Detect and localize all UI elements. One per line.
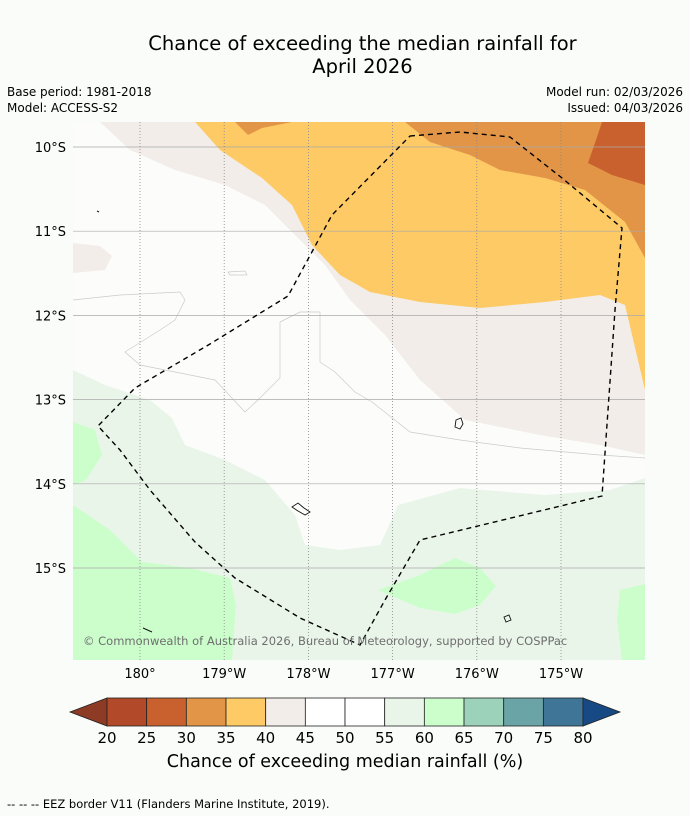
region-60-65-central: [378, 558, 496, 614]
colorbar-tick-label: 60: [415, 729, 434, 747]
model-name: Model: ACCESS-S2: [7, 101, 119, 115]
graticule: [73, 122, 645, 660]
colorbar-tick-label: 80: [573, 729, 592, 747]
island-2: [291, 502, 311, 516]
lat-label: 10°S: [35, 141, 66, 156]
colorbar-under-arrow: [68, 697, 108, 727]
eez-legend: -- -- -- EEZ border V11 (Flanders Marine…: [7, 797, 330, 811]
lon-label: 179°W: [202, 667, 246, 682]
map-figure: © Commonwealth of Australia 2026, Bureau…: [35, 122, 645, 747]
colorbar-tick-label: 50: [335, 729, 354, 747]
eez-border: [97, 131, 623, 646]
colorbar-cell: [463, 697, 505, 727]
colorbar-cell: [225, 697, 267, 727]
colorbar-title: Chance of exceeding median rainfall (%): [166, 752, 524, 772]
colorbar-ticks: 20 25 30 35 40 45 50 55 60 65 70 75 80: [97, 729, 592, 747]
copyright-text: © Commonwealth of Australia 2026, Bureau…: [83, 634, 567, 648]
region-35-40: [195, 122, 645, 390]
island-4: [96, 210, 100, 213]
colorbar-cell: [106, 697, 148, 727]
title-line-2: April 2026: [312, 55, 413, 78]
colorbar-cell: [503, 697, 544, 727]
colorbar-tick-label: 55: [375, 729, 394, 747]
region-60-65-east: [617, 584, 645, 660]
lat-label: 15°S: [35, 562, 66, 577]
colorbar-cell: [304, 697, 346, 727]
lon-label: 175°W: [539, 667, 583, 682]
lat-label: 14°S: [35, 478, 66, 493]
island-5: [142, 627, 153, 633]
region-60-65-southwest: [73, 505, 236, 660]
meta-right: Model run: 02/03/2026 Issued: 04/03/2026: [546, 84, 683, 116]
region-25-30: [588, 122, 645, 185]
region-60-65-west: [73, 422, 102, 485]
colorbar-tick-label: 20: [97, 729, 116, 747]
model-run: Model run: 02/03/2026: [545, 85, 683, 99]
colorbar-cell: [265, 697, 306, 727]
region-30-35: [235, 122, 292, 135]
lat-label: 12°S: [35, 309, 66, 324]
map-area: © Commonwealth of Australia 2026, Bureau…: [73, 122, 645, 660]
colorbar-tick-label: 40: [256, 729, 275, 747]
colorbar-tick-label: 30: [177, 729, 196, 747]
colorbar-tick-label: 70: [494, 729, 513, 747]
region-45-50-small: [73, 243, 112, 273]
island-3: [503, 614, 512, 623]
lat-label: 13°S: [35, 394, 66, 409]
latitude-labels: 10°S 11°S 12°S 13°S 14°S 15°S: [35, 141, 66, 577]
contour-line-2: [227, 270, 248, 276]
chart-title: Chance of exceeding the median rainfall …: [0, 32, 690, 78]
longitude-labels: 180° 179°W 178°W 177°W 176°W 175°W: [124, 667, 583, 682]
colorbar-tick-label: 65: [454, 729, 473, 747]
region-30-35-east: [405, 122, 645, 258]
colorbar-cell: [423, 697, 465, 727]
colorbar: 20 25 30 35 40 45 50 55 60 65 70 75 80: [68, 697, 622, 747]
contour-line-1: [73, 291, 645, 459]
island-1: [454, 417, 464, 430]
issued-date: Issued: 04/03/2026: [567, 101, 683, 115]
colorbar-over-arrow: [582, 697, 622, 727]
colorbar-cells: [106, 697, 584, 727]
colorbar-tick-label: 25: [137, 729, 156, 747]
colorbar-tick-label: 75: [534, 729, 553, 747]
lon-label: 177°W: [371, 667, 415, 682]
lat-label: 11°S: [35, 225, 66, 240]
lon-label: 176°W: [455, 667, 499, 682]
colorbar-cell: [542, 697, 584, 727]
colorbar-tick-label: 45: [296, 729, 315, 747]
lon-label: 180°: [124, 667, 155, 682]
colorbar-cell: [344, 697, 386, 727]
base-period: Base period: 1981-2018: [7, 85, 152, 99]
title-line-1: Chance of exceeding the median rainfall …: [148, 32, 577, 55]
lon-label: 178°W: [286, 667, 330, 682]
colorbar-cell: [384, 697, 425, 727]
meta-left: Base period: 1981-2018 Model: ACCESS-S2: [7, 84, 152, 116]
colorbar-cell: [185, 697, 227, 727]
colorbar-tick-label: 35: [216, 729, 235, 747]
colorbar-cell: [146, 697, 187, 727]
